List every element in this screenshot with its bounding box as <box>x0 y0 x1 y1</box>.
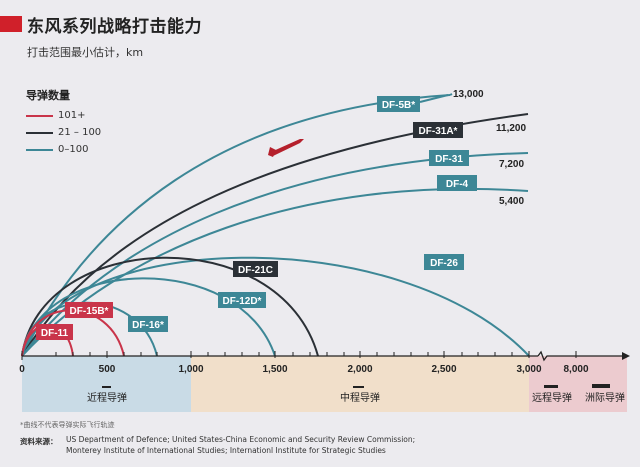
label-df-4: DF-4 <box>446 179 469 190</box>
axis-arrow-icon <box>622 352 630 360</box>
range-value-df-31a: 11,200 <box>496 123 526 134</box>
source-text: US Department of Defence; United States-… <box>66 434 626 456</box>
curve-df-31 <box>21 152 529 357</box>
missile-icbm-icon <box>592 384 610 388</box>
tick-1000: 1,000 <box>178 364 203 375</box>
range-value-df-4: 5,400 <box>499 196 524 207</box>
missile-small-icon <box>102 386 111 388</box>
label-df-15b: DF-15B* <box>70 306 109 317</box>
curve-df-5b <box>21 94 451 357</box>
label-df-16: DF-16* <box>132 320 164 331</box>
legend-label: 21 – 100 <box>58 127 102 138</box>
label-df-21c: DF-21C <box>238 265 273 276</box>
tick-2500: 2,500 <box>431 364 456 375</box>
source-line-2: Monterey Institute of International Stud… <box>66 446 386 455</box>
label-df-26: DF-26 <box>430 258 458 269</box>
range-value-df-31: 7,200 <box>499 159 524 170</box>
legend-label: 101+ <box>58 110 86 121</box>
tick-0: 0 <box>19 364 25 375</box>
legend-item-101plus: 101+ <box>26 110 85 121</box>
zone-long-range <box>529 356 627 412</box>
missile-icon <box>268 139 304 157</box>
label-df-12d: DF-12D* <box>223 296 262 307</box>
source-line-1: US Department of Defence; United States-… <box>66 435 416 444</box>
zone-label-short: 近程导弹 <box>87 391 127 404</box>
label-df-31a: DF-31A* <box>419 126 458 137</box>
label-df-31: DF-31 <box>435 154 463 165</box>
tick-500: 500 <box>99 364 116 375</box>
legend-item-21-100: 21 – 100 <box>26 127 101 138</box>
title-accent-bar <box>0 16 22 32</box>
zone-label-medium: 中程导弹 <box>340 391 380 404</box>
zone-label-long: 远程导弹 <box>532 391 572 404</box>
legend-item-0-100: 0–100 <box>26 144 88 155</box>
zone-short-range <box>22 356 191 412</box>
legend-swatch-teal <box>26 148 53 151</box>
tick-1500: 1,500 <box>262 364 287 375</box>
missile-long-icon <box>544 385 558 388</box>
footnote: *曲线不代表导弹实际飞行轨迹 <box>20 421 115 429</box>
range-value-df-5b: 13,000 <box>453 89 484 100</box>
zone-label-icbm: 洲际导弹 <box>585 391 625 404</box>
tick-2000: 2,000 <box>347 364 372 375</box>
page-subtitle: 打击范围最小估计，km <box>27 46 144 59</box>
curve-df-21c <box>21 256 319 357</box>
label-df-5b: DF-5B* <box>382 100 415 111</box>
tick-3000: 3,000 <box>516 364 541 375</box>
page-title: 东风系列战略打击能力 <box>27 17 202 37</box>
source-label: 资料来源： <box>20 437 58 446</box>
legend-swatch-dark <box>26 131 53 134</box>
tick-8000: 8,000 <box>563 364 588 375</box>
legend-title: 导弹数量 <box>26 89 70 102</box>
missile-medium-icon <box>353 386 364 388</box>
legend-label: 0–100 <box>58 144 89 155</box>
label-df-11: DF-11 <box>41 328 69 339</box>
zone-medium-range <box>191 356 529 412</box>
legend-swatch-red <box>26 114 53 117</box>
